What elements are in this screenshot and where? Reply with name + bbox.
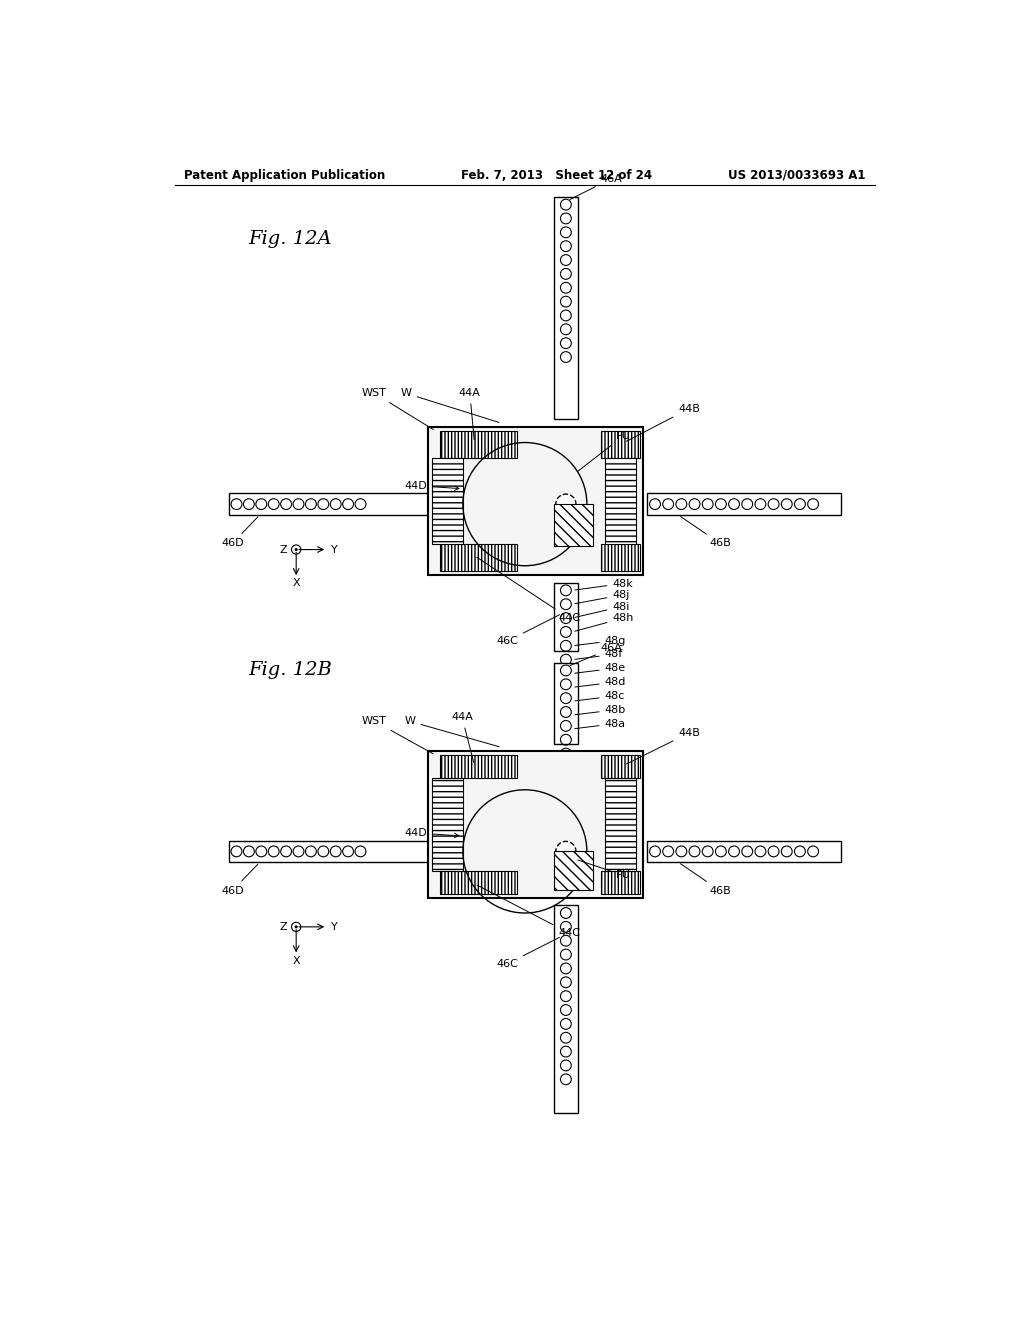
Bar	[228, 841, 435, 862]
Bar	[432, 779, 463, 871]
Bar	[604, 779, 636, 871]
Circle shape	[556, 841, 575, 862]
Text: 46A: 46A	[570, 643, 623, 665]
Text: 48j: 48j	[574, 590, 630, 603]
Text: 46B: 46B	[681, 863, 731, 896]
Bar	[601, 755, 640, 779]
Text: 44A: 44A	[452, 713, 474, 763]
Text: 44D: 44D	[404, 480, 459, 491]
Bar	[554, 197, 578, 420]
Text: 46D: 46D	[221, 517, 258, 549]
Bar	[554, 906, 578, 1113]
Text: Fig. 12B: Fig. 12B	[248, 661, 332, 680]
Text: 48c: 48c	[574, 690, 625, 701]
Bar	[439, 430, 517, 458]
Text: 46B: 46B	[681, 516, 731, 549]
Bar	[432, 458, 463, 544]
Text: 48d: 48d	[574, 677, 626, 688]
Bar	[428, 751, 643, 898]
Text: X: X	[293, 956, 300, 966]
Text: W: W	[404, 717, 499, 747]
Text: 48h: 48h	[574, 614, 634, 631]
Bar	[647, 841, 841, 862]
Bar	[601, 430, 640, 458]
Text: 48i: 48i	[574, 602, 630, 618]
Bar	[554, 851, 593, 890]
Text: 46A: 46A	[570, 173, 623, 199]
Bar	[439, 544, 517, 572]
Text: 44C: 44C	[477, 884, 581, 939]
Bar	[554, 504, 593, 546]
Bar	[554, 582, 578, 651]
Text: Patent Application Publication: Patent Application Publication	[183, 169, 385, 182]
Text: WST: WST	[362, 388, 433, 429]
Text: 44B: 44B	[627, 404, 700, 441]
Text: Y: Y	[331, 545, 338, 554]
Circle shape	[295, 548, 298, 552]
Bar	[601, 544, 640, 572]
Text: 48g: 48g	[574, 635, 626, 645]
Text: 44D: 44D	[404, 828, 459, 838]
Text: PU: PU	[578, 430, 631, 471]
Bar	[554, 663, 578, 743]
Text: 48a: 48a	[574, 718, 626, 729]
Text: 44C: 44C	[477, 557, 581, 623]
Bar	[228, 494, 435, 515]
Text: 46D: 46D	[221, 865, 258, 896]
Text: 46C: 46C	[496, 615, 559, 647]
Text: 48b: 48b	[574, 705, 626, 715]
Text: W: W	[400, 388, 499, 422]
Text: Fig. 12A: Fig. 12A	[248, 230, 332, 248]
Text: Z: Z	[280, 545, 288, 554]
Text: Y: Y	[331, 921, 338, 932]
Text: 46C: 46C	[496, 937, 559, 969]
Text: 44B: 44B	[627, 727, 700, 764]
Text: Z: Z	[280, 921, 288, 932]
Text: Feb. 7, 2013   Sheet 12 of 24: Feb. 7, 2013 Sheet 12 of 24	[461, 169, 652, 182]
Text: 44A: 44A	[459, 388, 481, 440]
Text: X: X	[293, 578, 300, 589]
Circle shape	[556, 494, 575, 515]
Text: 48k: 48k	[574, 578, 633, 590]
Bar	[439, 871, 517, 894]
Bar	[647, 494, 841, 515]
Circle shape	[295, 925, 298, 928]
Text: 48f: 48f	[574, 649, 623, 660]
Text: 48e: 48e	[574, 663, 626, 673]
Text: US 2013/0033693 A1: US 2013/0033693 A1	[728, 169, 866, 182]
Bar	[439, 755, 517, 779]
Text: WST: WST	[362, 717, 433, 754]
Bar	[428, 428, 643, 576]
Text: PU: PU	[578, 861, 631, 880]
Bar	[604, 458, 636, 544]
Bar	[601, 871, 640, 894]
